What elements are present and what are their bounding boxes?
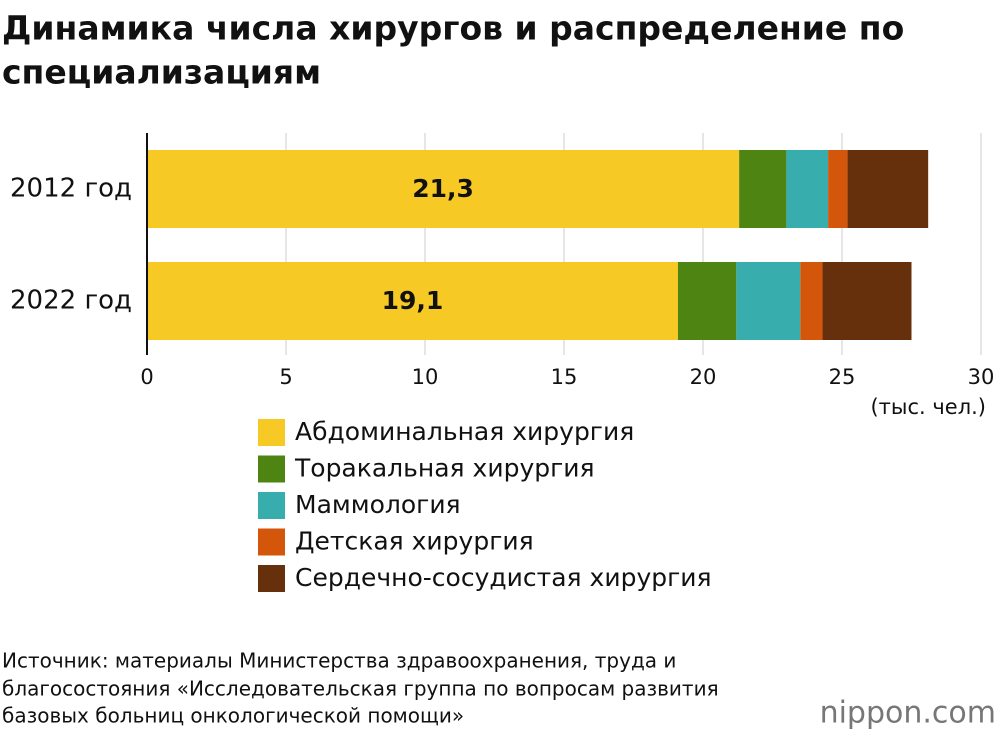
brand-logo: nippon.com bbox=[820, 696, 996, 731]
legend-swatch bbox=[258, 419, 285, 446]
bar-segment bbox=[822, 262, 912, 340]
y-tick-label: 2012 год bbox=[10, 174, 132, 204]
legend-swatch bbox=[258, 492, 285, 519]
bar-segment bbox=[786, 150, 829, 228]
bar-segment bbox=[147, 150, 740, 228]
x-tick-label: 0 bbox=[140, 365, 153, 389]
legend-label: Детская хирургия bbox=[295, 527, 534, 556]
data-label: 21,3 bbox=[412, 174, 474, 203]
x-tick-label: 25 bbox=[829, 365, 856, 389]
chart-title: Динамика числа хирургов и распределение … bbox=[2, 9, 904, 48]
legend-swatch bbox=[258, 455, 285, 483]
bar-segment bbox=[739, 150, 787, 228]
legend-label: Сердечно-сосудистая хирургия bbox=[295, 563, 712, 592]
x-tick-label: 5 bbox=[279, 365, 292, 389]
source: благосостояния «Исследовательская группа… bbox=[2, 677, 719, 701]
data-label: 19,1 bbox=[382, 286, 444, 315]
x-tick-label: 20 bbox=[690, 365, 717, 389]
legend-swatch bbox=[258, 565, 285, 592]
legend-swatch bbox=[258, 528, 285, 556]
legend-label: Торакальная хирургия bbox=[294, 454, 595, 483]
x-tick-label: 10 bbox=[412, 365, 439, 389]
x-tick-label: 15 bbox=[551, 365, 578, 389]
bar-segment bbox=[147, 262, 678, 340]
legend-label: Маммология bbox=[295, 490, 461, 519]
x-tick-label: 30 bbox=[968, 365, 995, 389]
bar-segment bbox=[677, 262, 737, 340]
bar-segment bbox=[800, 262, 823, 340]
bar-segment bbox=[736, 262, 801, 340]
source: Источник: материалы Министерства здравоо… bbox=[2, 649, 676, 673]
bar-segment bbox=[847, 150, 929, 228]
source: базовых больниц онкологической помощи» bbox=[2, 704, 464, 728]
x-axis-unit: (тыс. чел.) bbox=[870, 395, 986, 419]
y-tick-label: 2022 год bbox=[10, 286, 132, 316]
bar-segment bbox=[828, 150, 848, 228]
chart-title: специализациям bbox=[2, 53, 321, 92]
legend-label: Абдоминальная хирургия bbox=[295, 417, 634, 446]
